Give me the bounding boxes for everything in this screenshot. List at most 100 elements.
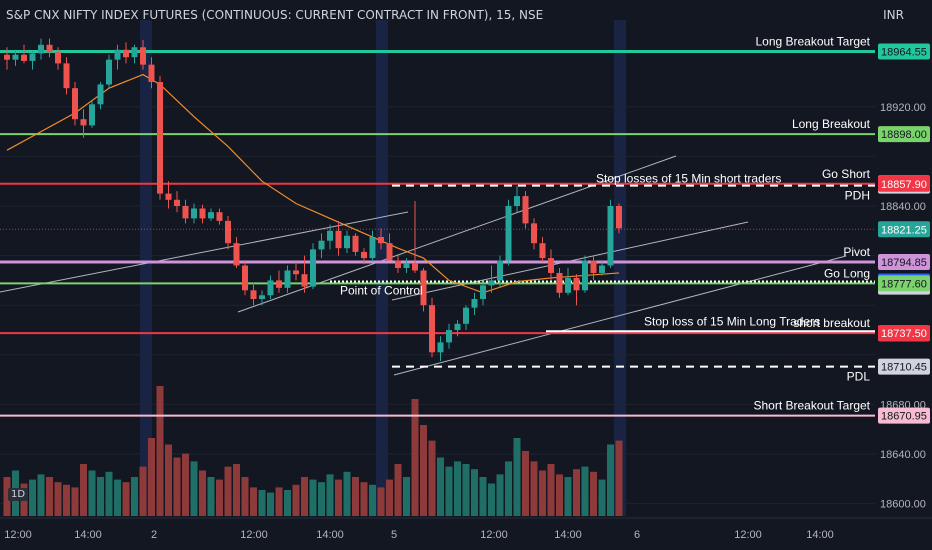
volume-bar [284, 490, 291, 516]
level-badge: 18670.95 [881, 411, 927, 423]
candle-body [123, 49, 129, 58]
time-tick: 2 [151, 529, 157, 541]
candle-body [89, 104, 95, 126]
candle-body [505, 206, 512, 261]
volume-bar [607, 444, 614, 516]
time-tick: 14:00 [806, 529, 834, 541]
volume-bar [564, 477, 572, 516]
volume-bar [598, 479, 606, 516]
candle-body [565, 277, 571, 293]
volume-bar [80, 464, 87, 516]
volume-bar [122, 482, 130, 516]
price-badge: 18821.25 [881, 224, 927, 236]
candle-body [63, 63, 70, 89]
candle-body [12, 54, 19, 60]
candle-body [548, 258, 554, 273]
level-label-pivot: Pivot [843, 245, 870, 259]
volume-bar [71, 487, 79, 516]
volume-bar [394, 464, 402, 516]
candle-body [21, 54, 27, 61]
candle-body [114, 49, 121, 60]
volume-bar [224, 466, 232, 516]
volume-bar [318, 482, 325, 516]
candle-body [378, 237, 384, 244]
candle-body [480, 285, 486, 299]
volume-bar [556, 474, 563, 516]
volume-bar [411, 399, 419, 516]
candle-body [369, 237, 376, 259]
level-label-short-breakout: short breakout [793, 316, 870, 330]
candle-body [29, 53, 36, 61]
volume-bar [454, 461, 461, 516]
volume-bar [275, 487, 283, 516]
volume-bar [241, 477, 249, 516]
price-tick: 18840.00 [880, 201, 926, 213]
annotation-stop-short: Stop losses of 15 Min short traders [596, 172, 781, 186]
session-band [376, 20, 388, 516]
annotation-poc: Point of Control [340, 283, 423, 297]
level-label-long-breakout: Long Breakout [792, 117, 871, 131]
time-tick: 6 [634, 529, 640, 541]
candle-body [38, 44, 44, 54]
candle-body [471, 299, 478, 308]
level-badge-bg [878, 43, 930, 60]
volume-bar [301, 477, 308, 516]
candle-body [531, 223, 537, 244]
candle-body [327, 230, 333, 241]
candle-body [514, 196, 520, 206]
candle-body [250, 290, 257, 299]
candle-body [386, 243, 393, 261]
volume-bar [590, 471, 597, 516]
volume-bar [29, 479, 36, 516]
currency-label[interactable]: INR [883, 8, 904, 22]
candle-body [97, 84, 104, 105]
volume-bar [182, 453, 189, 516]
time-tick: 12:00 [480, 529, 508, 541]
volume-bar [343, 471, 351, 516]
level-label-long-breakout-target: Long Breakout Target [755, 35, 870, 49]
volume-bar [148, 438, 155, 516]
volume-bar [190, 461, 198, 516]
price-badge-bg [878, 358, 930, 375]
volume-bar [488, 483, 495, 516]
candle-body [437, 342, 444, 353]
candle-body [174, 199, 180, 206]
candle-body [216, 212, 223, 221]
candle-body [199, 208, 206, 219]
volume-bar [199, 470, 206, 516]
volume-bar [505, 461, 512, 516]
candle-body [599, 265, 605, 273]
time-axis [0, 518, 932, 550]
volume-bar [573, 469, 580, 516]
interval-badge[interactable]: 1D [8, 488, 29, 501]
candle-body [335, 230, 342, 249]
time-tick: 12:00 [734, 529, 762, 541]
volume-bar [105, 471, 113, 516]
candle-body [293, 270, 299, 275]
volume-bar [250, 487, 257, 516]
candle-body [267, 280, 274, 296]
volume-bar [54, 482, 62, 516]
time-tick: 14:00 [74, 529, 102, 541]
candle-body [454, 323, 461, 330]
candle-body [157, 82, 163, 194]
candle-body [318, 240, 325, 250]
volume-bar [3, 477, 11, 516]
volume-bar [539, 470, 546, 516]
volume-bar [156, 386, 164, 516]
time-tick: 5 [391, 529, 397, 541]
volume-bar [37, 474, 45, 516]
candle-body [225, 220, 231, 244]
level-label-pdh: PDH [845, 189, 870, 203]
candle-body [446, 330, 452, 343]
level-badge: 18964.55 [881, 47, 927, 59]
volume-bar [377, 487, 385, 516]
volume-bar [445, 466, 453, 516]
candle-body [182, 206, 189, 219]
volume-bar [479, 477, 487, 516]
time-tick: 14:00 [554, 529, 582, 541]
session-band [614, 20, 626, 516]
volume-bar [173, 457, 181, 516]
candle-body [352, 235, 359, 252]
